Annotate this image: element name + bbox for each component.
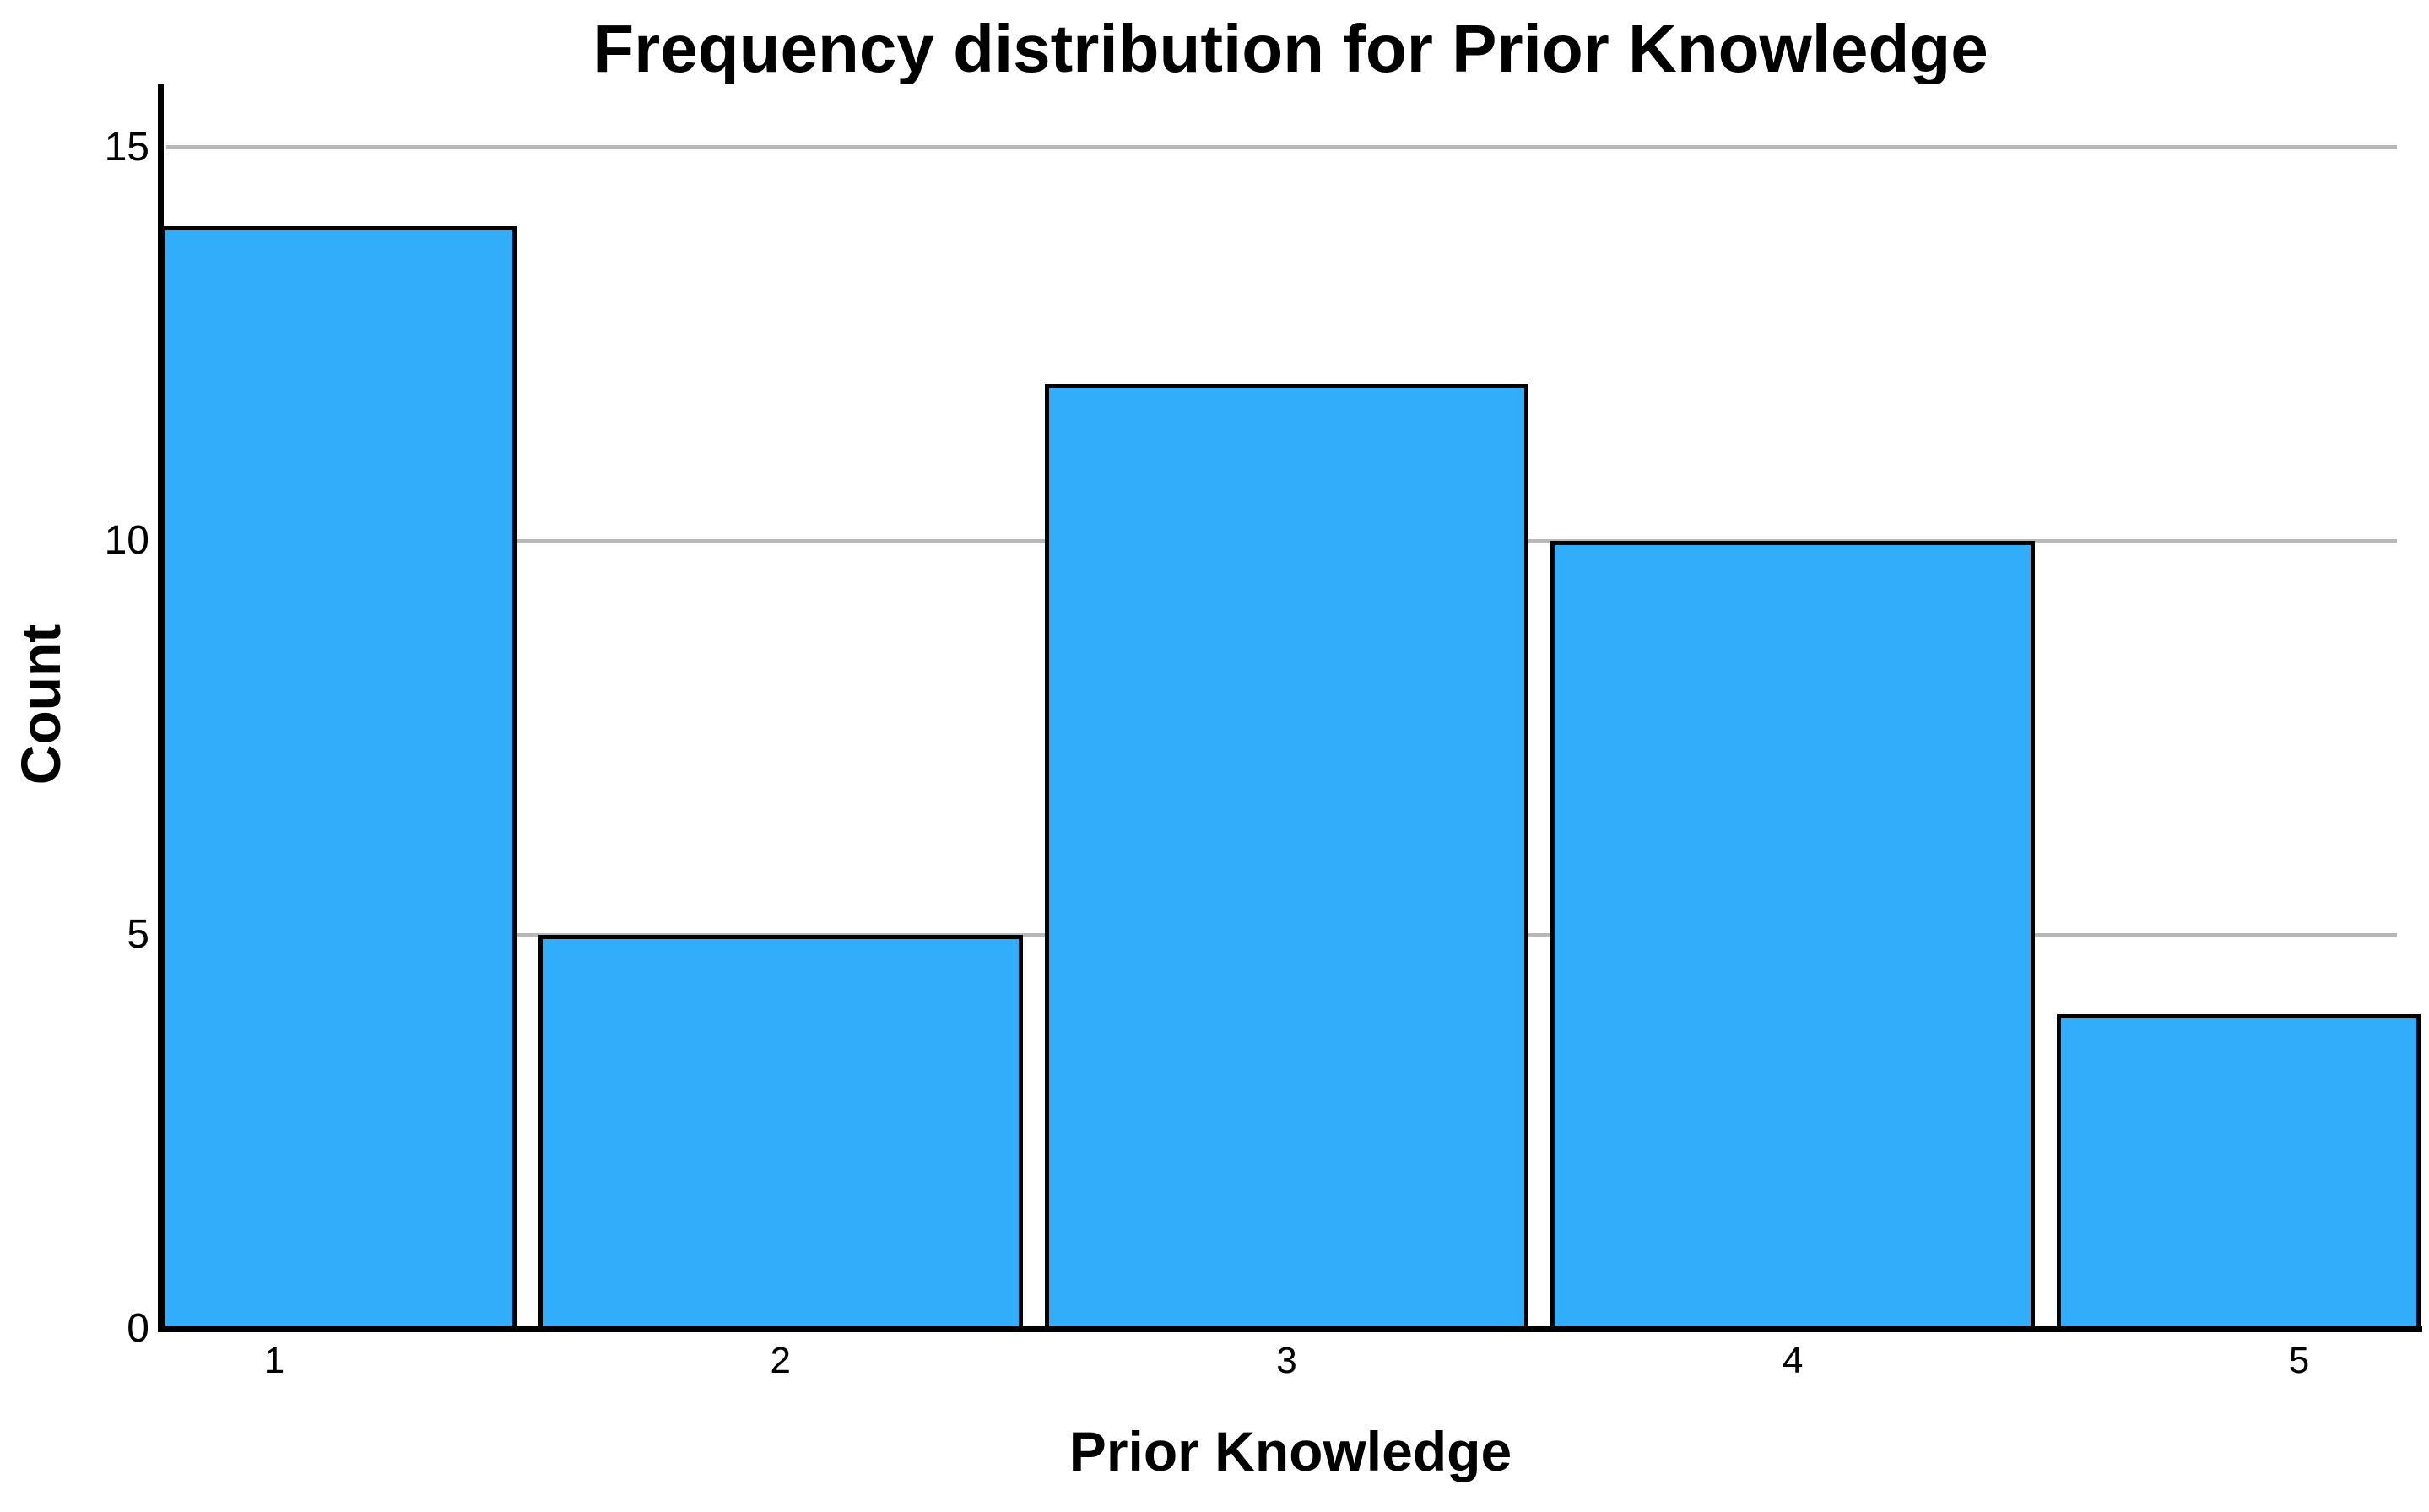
x-axis-line [158, 1326, 2422, 1332]
y-tick-label-15: 15 [104, 124, 149, 170]
x-tick-label-1: 1 [263, 1340, 285, 1381]
y-tick-label-5: 5 [127, 912, 149, 958]
bar-5 [2057, 1013, 2421, 1329]
y-axis-line [158, 84, 164, 1331]
chart-title: Frequency distribution for Prior Knowled… [592, 11, 1988, 86]
x-tick-label-5: 5 [2288, 1340, 2310, 1381]
gridline-y-15 [166, 145, 2397, 150]
x-tick-label-2: 2 [770, 1340, 791, 1381]
x-axis-title: Prior Knowledge [1068, 1420, 1512, 1482]
plot-area [160, 84, 2421, 1329]
y-tick-label-10: 10 [104, 518, 149, 564]
bar-2 [538, 935, 1023, 1329]
x-tick-label-3: 3 [1276, 1340, 1297, 1381]
y-axis-title-text: Count [9, 624, 72, 786]
bar-3 [1044, 383, 1529, 1329]
x-tick-label-4: 4 [1783, 1340, 1804, 1381]
bar-4 [1550, 541, 2036, 1329]
bar-1 [160, 226, 517, 1329]
y-tick-label-0: 0 [127, 1306, 149, 1351]
